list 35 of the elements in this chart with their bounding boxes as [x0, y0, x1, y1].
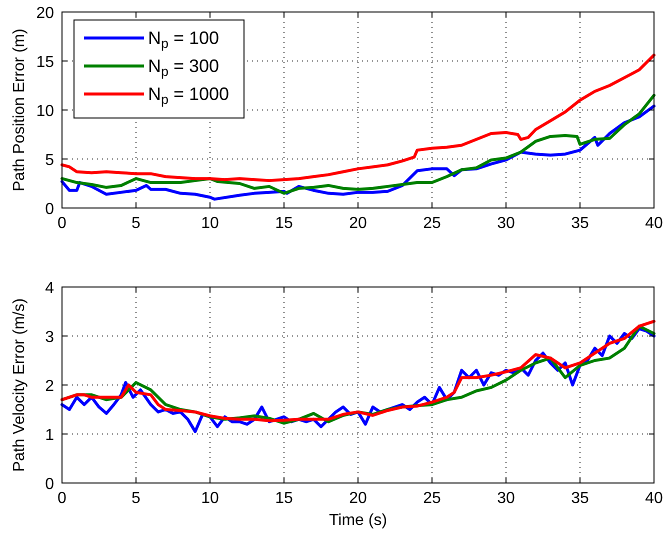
y-tick-label: 2 — [45, 378, 54, 395]
x-tick-label: 0 — [58, 490, 67, 507]
y-tick-label: 20 — [36, 5, 54, 22]
x-tick-label: 20 — [349, 215, 367, 232]
y-tick-label: 5 — [45, 152, 54, 169]
x-axis-title: Time (s) — [328, 512, 388, 529]
line-series — [60, 54, 656, 182]
x-tick-label: 10 — [201, 215, 219, 232]
x-tick-label: 35 — [571, 490, 589, 507]
x-tick-label: 30 — [497, 490, 515, 507]
legend-label: N$_{p}$ = 1000 — [148, 84, 230, 108]
x-tick-label: 5 — [132, 215, 141, 232]
x-tick-label: 25 — [423, 215, 441, 232]
x-tick-label: 0 — [58, 215, 67, 232]
y-tick-label: 4 — [45, 280, 54, 297]
x-tick-label: 15 — [275, 215, 293, 232]
x-tick-label: 15 — [275, 490, 293, 507]
x-tick-label: 30 — [497, 215, 515, 232]
y-tick-label: 0 — [45, 201, 54, 218]
y-tick-label: 1 — [45, 427, 54, 444]
y-tick-label: 10 — [36, 103, 54, 120]
y-tick-label: 15 — [36, 54, 54, 71]
x-tick-label: 40 — [645, 490, 663, 507]
y-tick-label: 0 — [45, 476, 54, 493]
x-tick-label: 25 — [423, 490, 441, 507]
x-tick-label: 35 — [571, 215, 589, 232]
y-tick-label: 3 — [45, 329, 54, 346]
y-axis-title: Path Position Error (m) — [11, 28, 28, 192]
x-tick-label: 40 — [645, 215, 663, 232]
x-tick-label: 20 — [349, 490, 367, 507]
x-tick-label: 5 — [132, 490, 141, 507]
x-tick-label: 10 — [201, 490, 219, 507]
legend-label: N$_{p}$ = 100 — [148, 28, 220, 52]
legend-label: N$_{p}$ = 300 — [148, 56, 220, 80]
y-axis-title: Path Velocity Error (m/s) — [11, 298, 28, 472]
